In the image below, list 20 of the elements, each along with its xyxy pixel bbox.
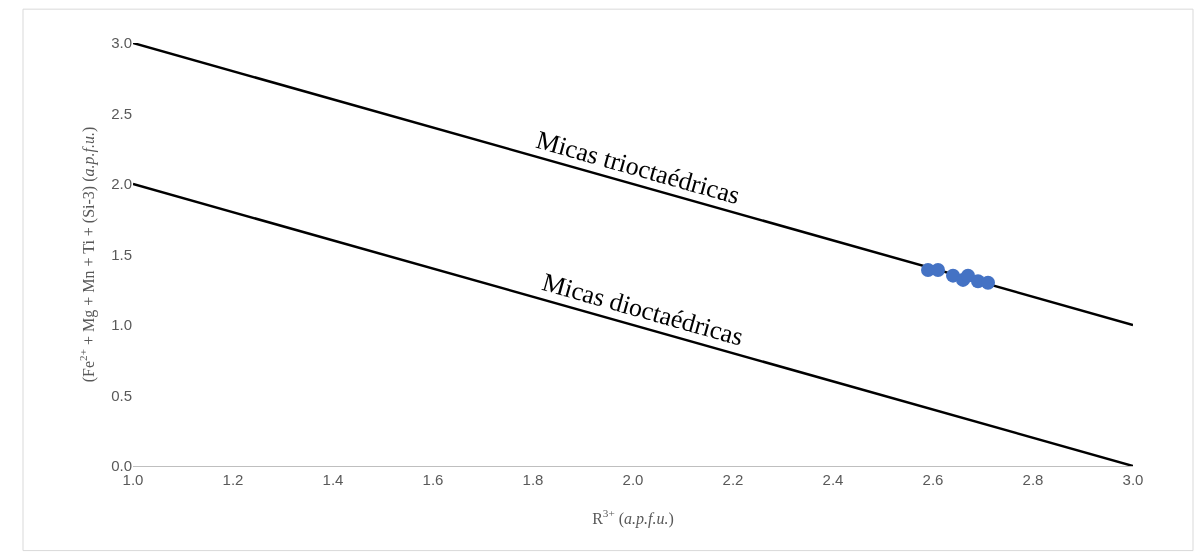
y-tick-label: 1.5	[111, 245, 132, 263]
point	[931, 263, 945, 277]
x-tick-label: 2.0	[622, 471, 644, 488]
x-tick-label: 2.4	[822, 471, 844, 488]
y-tick-label: 1.0	[111, 316, 132, 334]
point	[981, 275, 995, 290]
x-tick-label: 1.2	[222, 471, 244, 488]
y-tick-label: 2.5	[111, 104, 132, 122]
y-tick-label: 3.0	[111, 34, 132, 52]
x-tick-label: 1.6	[422, 471, 444, 488]
y-tick-label: 0.5	[111, 386, 132, 404]
x-tick-label: 2.8	[1022, 471, 1044, 488]
x-tick-label: 2.2	[722, 471, 744, 488]
x-tick-label: 1.4	[322, 471, 344, 488]
point	[961, 268, 975, 283]
x-tick-label: 3.0	[1122, 471, 1144, 488]
x-tick-label: 1.8	[522, 471, 544, 488]
x-tick-label: 2.6	[922, 471, 944, 488]
y-tick-label: 2.0	[111, 175, 132, 193]
x-axis-title: R$^{3+}$ (a.p.f.u.)	[592, 506, 674, 528]
